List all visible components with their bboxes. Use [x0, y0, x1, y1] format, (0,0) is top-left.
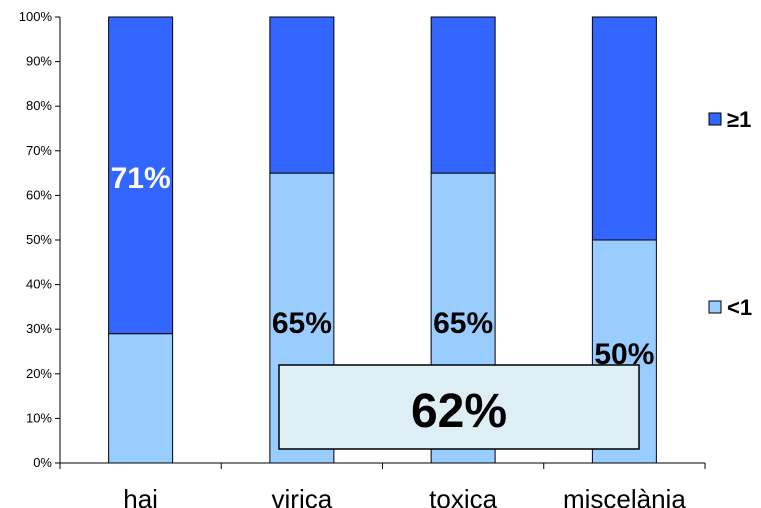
data-label: 71% — [111, 162, 171, 195]
x-tick-label: haj — [123, 484, 158, 508]
data-labels: 71%65% 65%50% — [111, 162, 655, 371]
callout-text: 62% — [411, 385, 507, 438]
y-tick-label: 60% — [26, 187, 52, 202]
bar-segment — [430, 16, 496, 174]
bar-segment — [269, 16, 335, 174]
legend-swatch — [708, 300, 722, 314]
y-tick-label: 20% — [26, 366, 52, 381]
y-tick-label: 30% — [26, 321, 52, 336]
legend: ≥1 <1 — [708, 107, 752, 320]
x-tick-label: virica — [272, 484, 333, 508]
y-tick-label: 40% — [26, 277, 52, 292]
legend-label: <1 — [727, 295, 752, 320]
data-label: 65% — [272, 307, 332, 340]
y-tick-label: 70% — [26, 143, 52, 158]
callout: 62% — [278, 364, 640, 450]
data-label: 65% — [433, 307, 493, 340]
bar-segment — [108, 16, 174, 335]
y-tick-label: 10% — [26, 410, 52, 425]
x-tick-label: miscelània — [563, 484, 686, 508]
y-tick-label: 100% — [19, 9, 53, 24]
x-tick-label: toxica — [429, 484, 497, 508]
y-tick-label: 0% — [33, 455, 52, 470]
y-tick-label: 80% — [26, 98, 52, 113]
bar-segment — [591, 16, 657, 241]
bar-segment — [108, 333, 174, 464]
y-tick-label: 90% — [26, 54, 52, 69]
callout-box — [278, 364, 640, 450]
legend-swatch — [708, 112, 722, 126]
y-tick-label: 50% — [26, 232, 52, 247]
legend-label: ≥1 — [727, 107, 751, 132]
